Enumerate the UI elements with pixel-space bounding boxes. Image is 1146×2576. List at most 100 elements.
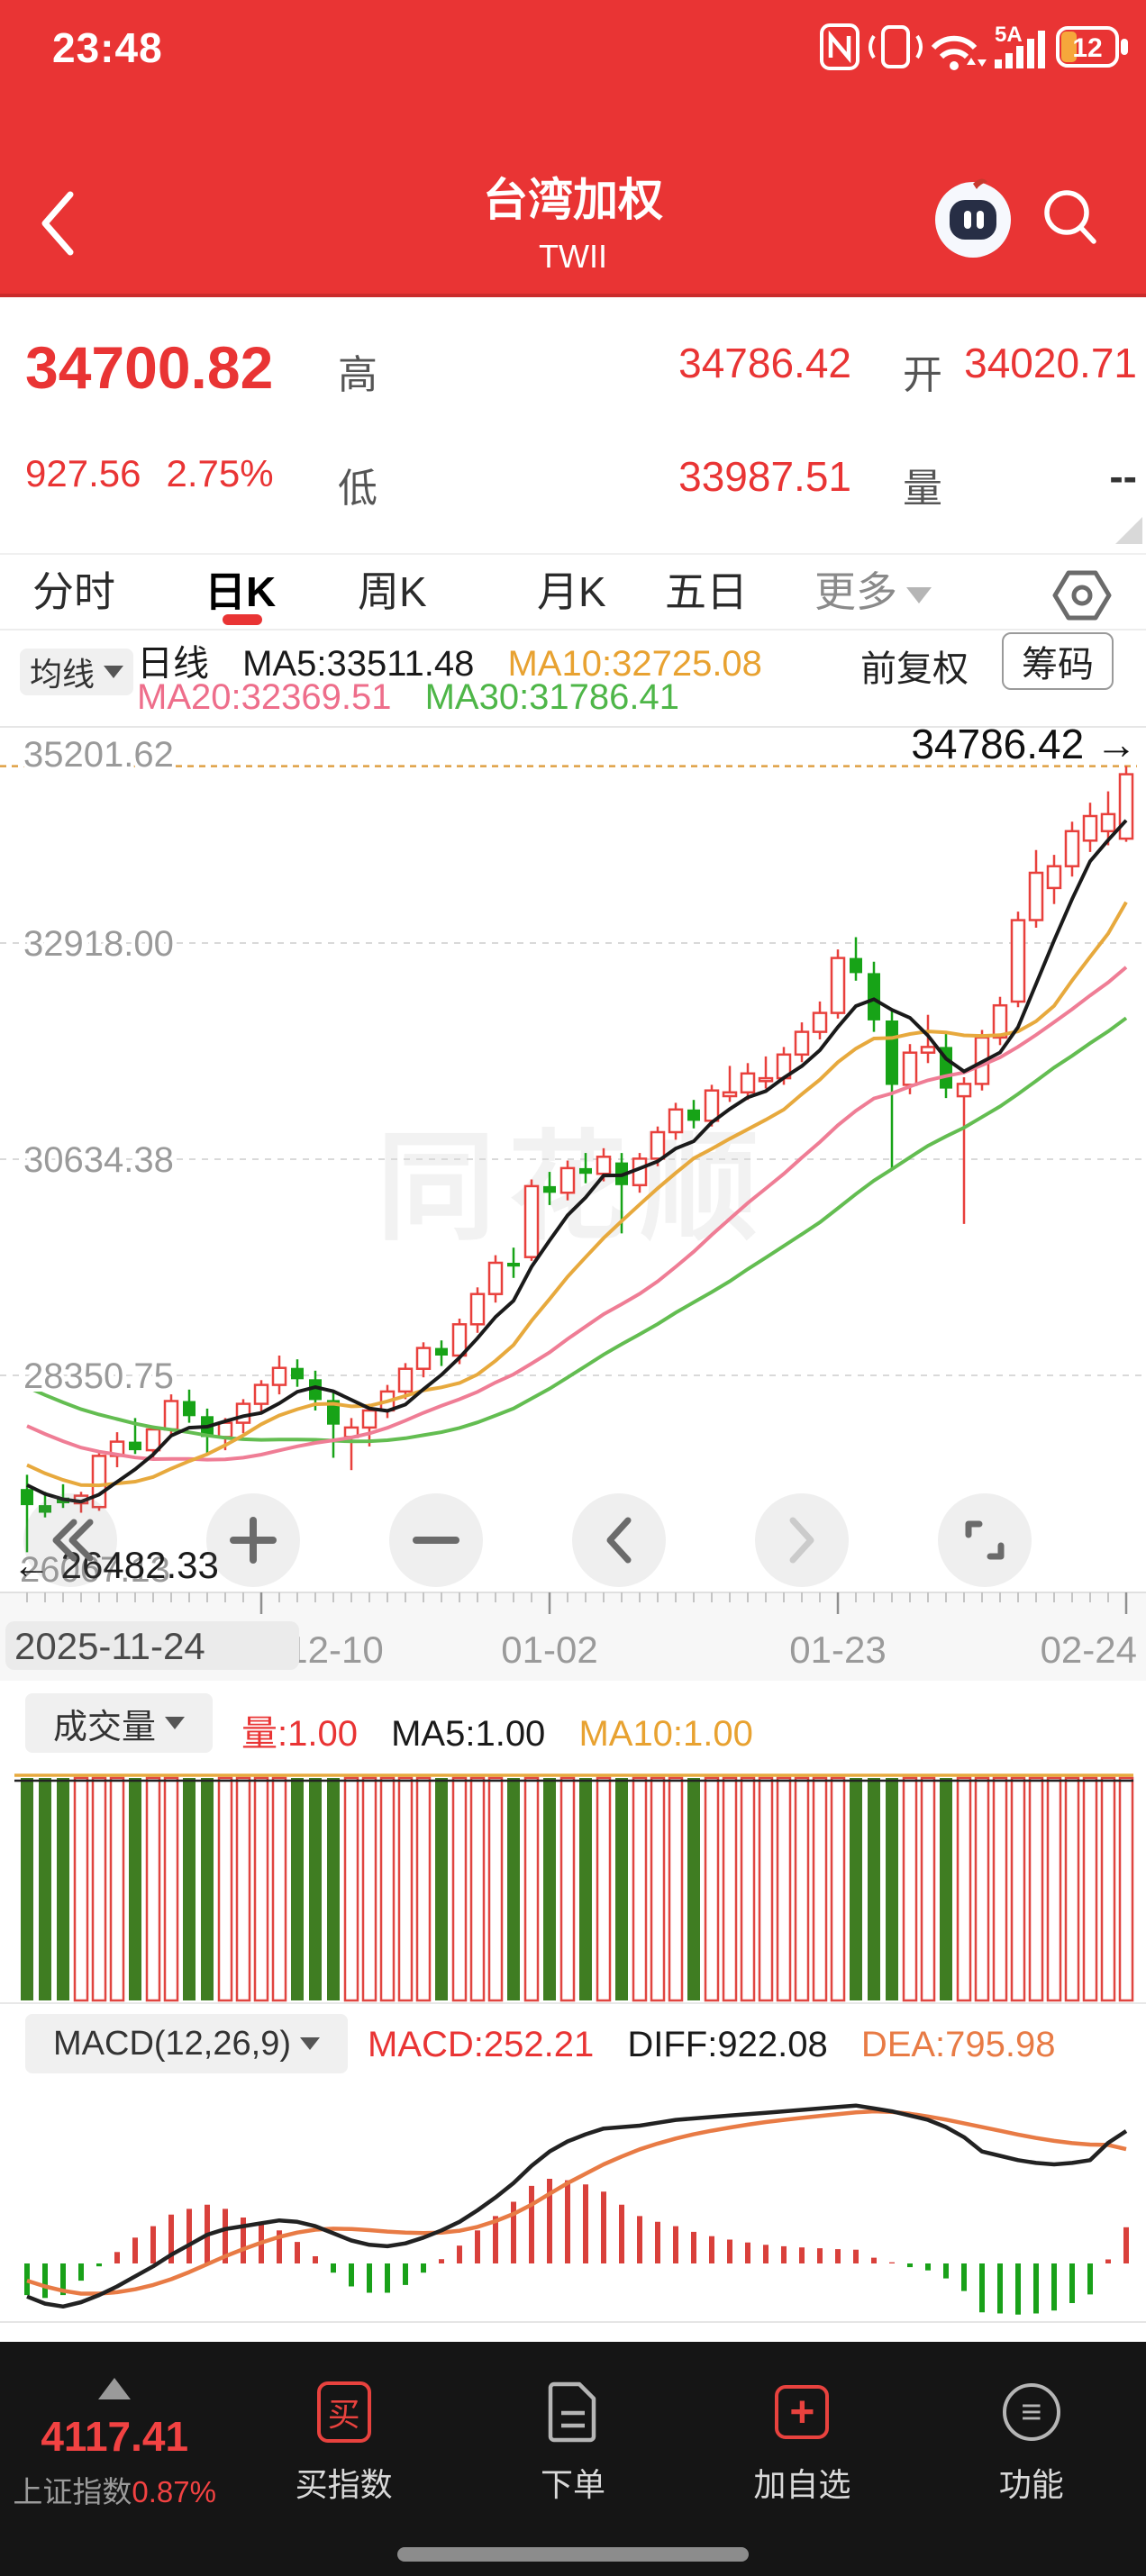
chevron-down-icon: [165, 1717, 185, 1729]
chevron-left-icon: [606, 1517, 632, 1564]
tab-monthly-k[interactable]: 月K: [537, 568, 606, 615]
svg-text:34786.42 →: 34786.42 →: [911, 721, 1137, 767]
vibrate-icon: [869, 25, 923, 68]
svg-text:26067.13: 26067.13: [20, 1550, 170, 1590]
high-value: 34786.42: [678, 340, 851, 386]
menu-icon: ≡: [1002, 2383, 1060, 2441]
ma10-value: MA10:32725.08: [507, 644, 762, 684]
quote-panel: 34700.82 927.56 2.75% 高 34786.42 开 34020.…: [0, 301, 1146, 555]
battery-level: 12: [1072, 33, 1102, 63]
period-label: 日线: [137, 644, 209, 684]
nav-item-buy-index[interactable]: 买 买指数: [229, 2342, 458, 2576]
gear-icon: [1052, 570, 1112, 621]
fullscreen-icon: [965, 1520, 1005, 1560]
ma30-value: MA30:31786.41: [424, 677, 680, 717]
status-icons: 5A 12: [820, 23, 1128, 70]
tab-five-day[interactable]: 五日: [665, 568, 748, 615]
battery-icon: 12: [1056, 26, 1128, 68]
back-button[interactable]: [32, 187, 86, 259]
nav-label: 买指数: [295, 2466, 393, 2503]
period-tabs: 分时 日K 周K 月K 五日 更多: [0, 557, 1146, 630]
chips-button[interactable]: 筹码: [1002, 632, 1114, 690]
tab-minute[interactable]: 分时: [32, 568, 115, 615]
low-value: 33987.51: [678, 453, 851, 500]
volume-ma10: MA10:1.00: [578, 1714, 753, 1754]
nav-item-place-order[interactable]: 下单: [459, 2342, 687, 2576]
sh-index-value: 4117.41: [41, 2413, 189, 2460]
price-change-pct: 2.75%: [166, 452, 274, 494]
diff-value: DIFF:922.08: [627, 2025, 828, 2064]
assistant-robot-button[interactable]: [930, 173, 1016, 259]
low-label: 低: [338, 467, 377, 511]
volume-chart[interactable]: [0, 1683, 1146, 2005]
macd-chart[interactable]: [0, 2007, 1146, 2324]
fullscreen-button[interactable]: [938, 1493, 1032, 1587]
volume-legend: 成交量 量:1.00 MA5:1.00 MA10:1.00: [0, 1693, 1146, 1762]
chevron-down-icon: [906, 586, 932, 603]
volume-label: 量: [903, 467, 942, 511]
order-document-icon: [548, 2381, 596, 2443]
nav-item-functions[interactable]: ≡ 功能: [917, 2342, 1146, 2576]
svg-text:01-02: 01-02: [501, 1628, 597, 1671]
kline-legend: 均线 日线 MA5:33511.48 MA10:32725.08 MA20:32…: [0, 632, 1146, 717]
macd-value: MACD:252.21: [368, 2025, 595, 2064]
volume-value: --: [1109, 453, 1137, 500]
pan-far-left-button[interactable]: [23, 1493, 117, 1587]
last-price: 34700.82: [25, 334, 274, 401]
svg-text:← 26482.33: ← 26482.33: [13, 1544, 219, 1586]
chart-settings-button[interactable]: [1049, 567, 1115, 623]
ma-selector-button[interactable]: 均线: [20, 649, 133, 695]
buy-icon: 买: [316, 2381, 371, 2443]
tab-daily-k[interactable]: 日K: [205, 568, 277, 615]
high-label: 高: [338, 353, 377, 397]
svg-text:12-10: 12-10: [286, 1628, 383, 1671]
svg-text:32918.00: 32918.00: [23, 924, 174, 964]
volume-ma5: MA5:1.00: [391, 1714, 546, 1754]
zoom-in-button[interactable]: [206, 1493, 300, 1587]
collapse-arrow-icon: [98, 2378, 132, 2399]
page-subtitle: TWII: [539, 238, 607, 275]
search-button[interactable]: [1038, 186, 1103, 250]
volume-value-label: 量:1.00: [241, 1714, 358, 1754]
svg-text:5A: 5A: [995, 23, 1023, 47]
plus-icon: [230, 1517, 277, 1564]
ma5-value: MA5:33511.48: [242, 644, 475, 684]
macd-legend: MACD(12,26,9) MACD:252.21 DIFF:922.08 DE…: [0, 2014, 1146, 2082]
zoom-out-button[interactable]: [389, 1493, 483, 1587]
chevron-down-icon: [299, 2037, 320, 2050]
nfc-icon: [820, 23, 860, 70]
svg-text:2025-11-24: 2025-11-24: [14, 1625, 205, 1667]
tab-more[interactable]: 更多: [814, 557, 932, 627]
expand-quote-handle[interactable]: [1115, 517, 1142, 544]
volume-indicator-selector[interactable]: 成交量: [25, 1693, 213, 1753]
wifi-icon: [931, 35, 987, 70]
svg-text:35201.62: 35201.62: [23, 735, 174, 775]
svg-text:30634.38: 30634.38: [23, 1140, 174, 1180]
adjust-mode-toggle[interactable]: 前复权: [860, 649, 969, 689]
kline-chart[interactable]: 35201.62 32918.00 30634.38 28350.75 26067.13…: [0, 716, 1146, 1684]
price-change: 927.56: [25, 452, 141, 494]
status-time: 23:48: [52, 24, 163, 71]
home-indicator[interactable]: [397, 2547, 749, 2562]
open-value: 34020.71: [964, 340, 1137, 386]
macd-indicator-selector[interactable]: MACD(12,26,9): [25, 2014, 348, 2073]
add-plus-icon: +: [775, 2385, 830, 2439]
bottom-nav: 4117.41 上证指数0.87% 买 买指数 下单 + 加自选 ≡ 功能: [0, 2342, 1146, 2576]
signal-icon: 5A: [995, 23, 1045, 68]
chevron-down-icon: [104, 666, 123, 678]
double-chevron-left-icon: [52, 1519, 94, 1562]
page-title: 台湾加权: [483, 175, 663, 225]
active-tab-underline: [223, 614, 262, 625]
search-icon: [1044, 190, 1089, 235]
nav-item-add-watchlist[interactable]: + 加自选: [687, 2342, 916, 2576]
dea-value: DEA:795.98: [860, 2025, 1056, 2064]
nav-label: 下单: [540, 2466, 605, 2503]
nav-label: 加自选: [753, 2466, 851, 2503]
pan-right-button[interactable]: [755, 1493, 849, 1587]
nav-item-index-quote[interactable]: 4117.41 上证指数0.87%: [0, 2342, 229, 2576]
pan-left-button[interactable]: [572, 1493, 666, 1587]
svg-text:02-24: 02-24: [1041, 1628, 1137, 1671]
chevron-left-icon: [41, 191, 74, 256]
svg-text:01-23: 01-23: [789, 1628, 886, 1671]
tab-weekly-k[interactable]: 周K: [358, 568, 427, 615]
